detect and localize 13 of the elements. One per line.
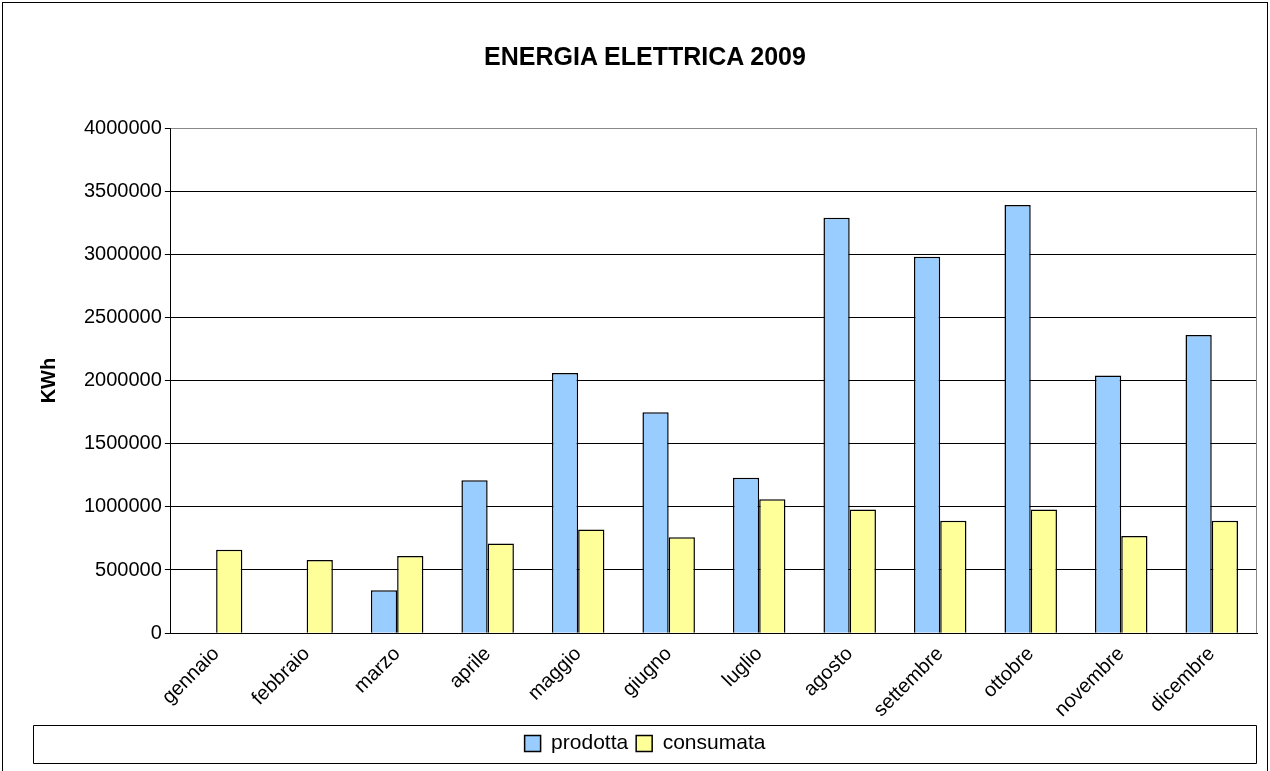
legend-label: prodotta xyxy=(551,730,629,754)
y-tick-label: 3000000 xyxy=(83,241,162,264)
y-tick-label: 2000000 xyxy=(83,368,162,391)
y-tick-label: 1000000 xyxy=(83,494,162,517)
y-tick-label: 1500000 xyxy=(83,431,162,454)
y-axis-title: KWh xyxy=(36,357,59,404)
y-tick-label: 500000 xyxy=(95,557,162,580)
legend-label: consumata xyxy=(662,730,766,754)
y-tick-label: 0 xyxy=(150,620,162,643)
y-tick-label: 4000000 xyxy=(83,115,162,138)
y-tick-label: 3500000 xyxy=(83,178,162,201)
y-tick-label: 2500000 xyxy=(83,304,162,327)
chart-title: ENERGIA ELETTRICA 2009 xyxy=(484,41,806,70)
